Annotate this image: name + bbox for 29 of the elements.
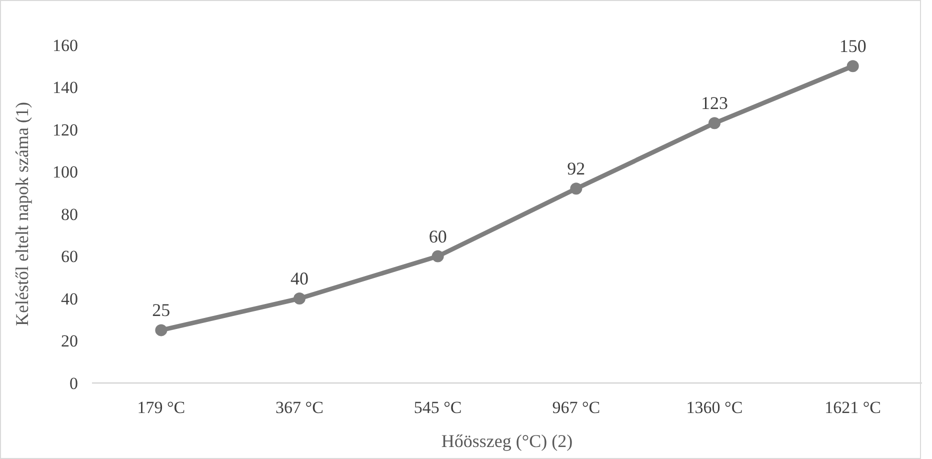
data-label: 60 [428,226,447,246]
y-tick-label: 60 [61,247,78,266]
x-axis-title: Hőösszeg (°C) (2) [441,431,573,451]
data-label: 92 [567,158,586,179]
point [155,324,168,336]
point [708,117,720,130]
x-tick-label: 367 °C [276,398,324,417]
y-axis-title: Keléstől eltelt napok száma (1) [12,102,32,326]
y-tick-label: 100 [52,162,78,182]
y-tick-label: 120 [52,120,78,140]
data-label: 150 [839,36,866,56]
y-tick-label: 20 [61,332,78,351]
x-tick-label: 1621 °C [824,398,882,417]
point [846,60,859,72]
x-tick-label: 179 °C [137,398,186,417]
data-label: 25 [152,300,170,320]
x-tick-label: 545 °C [414,398,462,417]
x-tick-label: 1360 °C [686,398,743,417]
y-tick-label: 0 [70,374,78,393]
y-tick-label: 80 [61,204,78,224]
y-tick-label: 40 [61,289,78,308]
data-label: 123 [701,93,728,114]
y-tick-label: 140 [52,78,78,98]
point [432,250,444,262]
point [294,292,306,304]
y-tick-label: 160 [52,36,78,55]
point [570,182,582,195]
data-label: 40 [290,268,308,288]
x-tick-label: 967 °C [552,398,600,417]
